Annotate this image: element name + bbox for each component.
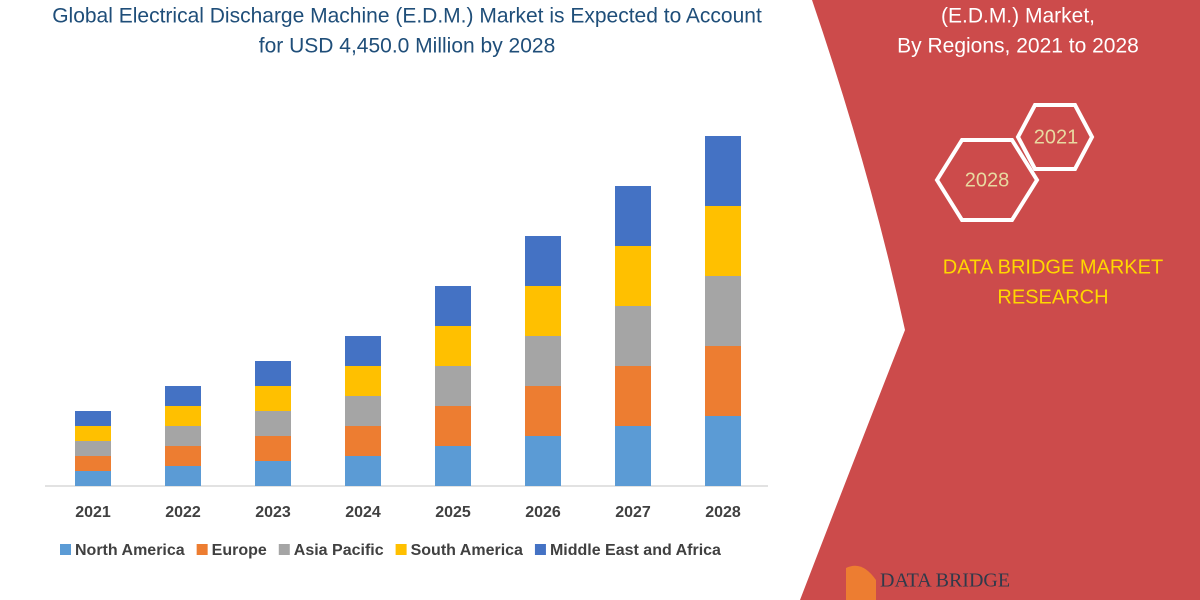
bar-segment	[525, 386, 561, 436]
bar-segment	[255, 361, 291, 386]
bar-segment	[525, 436, 561, 486]
hexagon-label: 2028	[965, 169, 1010, 191]
bar-segment	[525, 336, 561, 386]
x-tick-label: 2021	[75, 504, 111, 521]
legend-swatch	[534, 544, 546, 555]
bar-segment	[705, 276, 741, 346]
bar-segment	[345, 336, 381, 366]
hexagon	[1015, 103, 1095, 171]
bar-segment	[615, 366, 651, 426]
bar-segment	[435, 366, 471, 406]
legend-label: Europe	[212, 542, 267, 559]
bar-segment	[435, 406, 471, 446]
bar-segment	[705, 136, 741, 206]
legend-label: Middle East and Africa	[550, 542, 721, 559]
x-tick-label: 2024	[345, 504, 381, 521]
logo-icon	[846, 565, 876, 600]
bar-segment	[615, 186, 651, 246]
bar-segment	[525, 286, 561, 336]
x-tick-label: 2023	[255, 504, 291, 521]
brand-text: RESEARCH	[997, 286, 1108, 308]
bar-segment	[165, 406, 201, 426]
x-tick-label: 2025	[435, 504, 471, 521]
bar-segment	[525, 236, 561, 286]
chart-title: for USD 4,450.0 Million by 2028	[259, 35, 556, 58]
bar-segment	[345, 366, 381, 396]
bar-segment	[255, 436, 291, 461]
legend-label: Asia Pacific	[294, 542, 384, 559]
bar-segment	[345, 396, 381, 426]
bar-segment	[705, 206, 741, 276]
legend-swatch	[196, 544, 208, 555]
red-panel	[800, 0, 1200, 600]
legend-swatch	[60, 544, 71, 555]
bar-segment	[75, 471, 111, 486]
legend-label: South America	[411, 542, 523, 559]
bar-segment	[75, 411, 111, 426]
bar-segment	[345, 426, 381, 456]
logo-text: DATA BRIDGE	[880, 570, 1010, 592]
bar-segment	[165, 466, 201, 486]
hexagon-label: 2021	[1034, 126, 1079, 148]
bar-segment	[615, 306, 651, 366]
legend-swatch	[278, 544, 290, 555]
legend-label: North America	[75, 542, 185, 559]
bar-segment	[705, 416, 741, 486]
bar-segment	[435, 286, 471, 326]
legend-swatch	[395, 544, 407, 555]
bar-segment	[75, 426, 111, 441]
bar-segment	[345, 456, 381, 486]
panel-title: By Regions, 2021 to 2028	[897, 35, 1139, 58]
brand-text: DATA BRIDGE MARKET	[943, 256, 1163, 278]
x-tick-label: 2022	[165, 504, 201, 521]
bar-segment	[255, 411, 291, 436]
bar-segment	[165, 446, 201, 466]
bar-segment	[435, 326, 471, 366]
bar-segment	[615, 246, 651, 306]
bar-segment	[615, 426, 651, 486]
hexagon	[934, 138, 1040, 222]
chart-title: Global Electrical Discharge Machine (E.D…	[52, 5, 762, 28]
bar-segment	[75, 441, 111, 456]
x-tick-label: 2027	[615, 504, 651, 521]
panel-title: (E.D.M.) Market,	[941, 5, 1095, 28]
x-tick-label: 2026	[525, 504, 561, 521]
bar-segment	[255, 386, 291, 411]
x-tick-label: 2028	[705, 504, 741, 521]
bar-segment	[435, 446, 471, 486]
bar-segment	[75, 456, 111, 471]
bar-segment	[705, 346, 741, 416]
bar-segment	[255, 461, 291, 486]
bar-segment	[165, 426, 201, 446]
bar-segment	[165, 386, 201, 406]
